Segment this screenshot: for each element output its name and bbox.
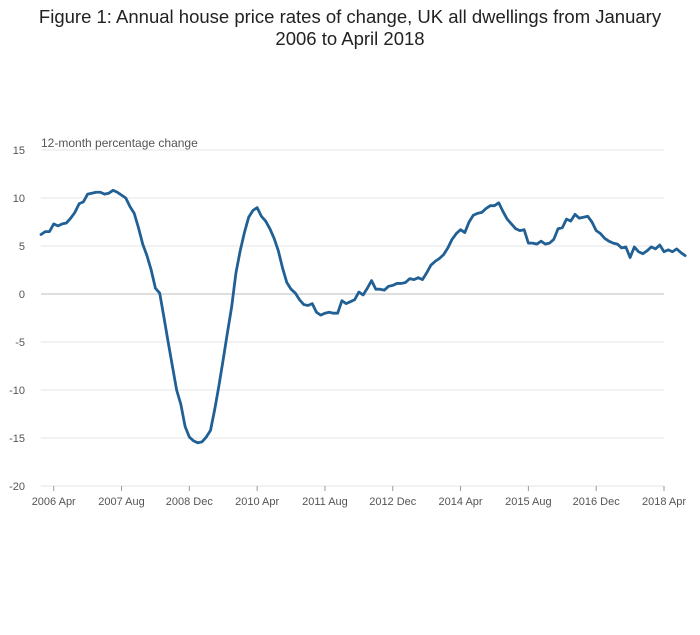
chart-title: Figure 1: Annual house price rates of ch…: [0, 6, 700, 50]
x-tick-label: 2014 Apr: [439, 496, 483, 508]
y-tick-label: 10: [13, 193, 25, 205]
y-tick-label: 5: [19, 241, 25, 253]
x-tick-label: 2015 Aug: [505, 496, 552, 508]
x-tick-label: 2006 Apr: [32, 496, 76, 508]
y-tick-label: -10: [9, 385, 25, 397]
series-layer: [39, 188, 687, 445]
y-tick-label: -20: [9, 481, 25, 493]
x-tick-label: 2012 Dec: [369, 496, 417, 508]
chart-title-line-1: Figure 1: Annual house price rates of ch…: [38, 6, 662, 27]
y-axis-label: 12-month percentage change: [41, 136, 198, 150]
grid-lines: [41, 149, 664, 487]
series-line-0: [39, 188, 687, 445]
x-tick-label: 2011 Aug: [302, 496, 348, 508]
y-tick-label: -5: [15, 337, 25, 349]
x-tick-label: 2010 Apr: [235, 496, 279, 508]
x-tick-label: 2018 Apr: [642, 496, 686, 508]
chart-title-line-2: 2006 to April 2018: [275, 28, 425, 49]
x-tick-label: 2007 Aug: [98, 496, 145, 508]
y-axis-ticks: 15 10 5 0 -5 -10 -15 -20: [9, 145, 25, 493]
y-tick-label: 15: [13, 145, 25, 157]
y-tick-label: -15: [9, 433, 25, 445]
y-tick-label: 0: [19, 289, 25, 301]
x-tick-label: 2016 Dec: [573, 496, 621, 508]
x-axis-ticks: 2006 Apr 2007 Aug 2008 Dec 2010 Apr 2011 Aug…: [32, 486, 686, 508]
x-tick-label: 2008 Dec: [166, 496, 214, 508]
